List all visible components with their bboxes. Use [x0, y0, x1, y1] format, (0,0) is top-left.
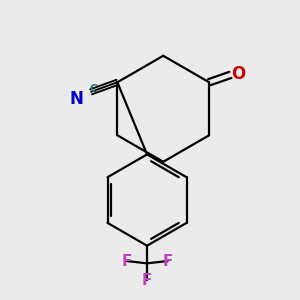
Text: F: F	[142, 273, 152, 288]
Text: F: F	[163, 254, 173, 268]
Text: N: N	[69, 90, 83, 108]
Text: F: F	[121, 254, 132, 268]
Text: O: O	[232, 65, 246, 83]
Text: C: C	[90, 85, 98, 94]
